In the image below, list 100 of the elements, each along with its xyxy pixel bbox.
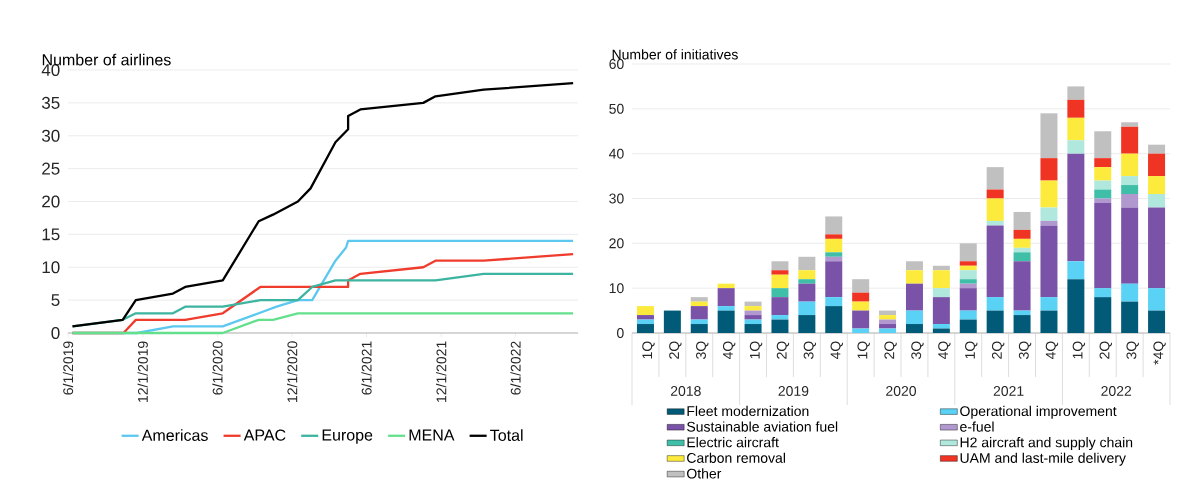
bar <box>1094 189 1112 199</box>
y-tick-label: 30 <box>41 129 60 142</box>
x-tick-label: 1Q <box>642 341 655 359</box>
y-tick-label: 0 <box>617 328 624 338</box>
y-tick-label: 5 <box>51 294 60 307</box>
bar <box>932 324 950 329</box>
x-tick-label: 3Q <box>1018 341 1032 359</box>
bar <box>959 279 977 284</box>
bar <box>1094 131 1112 159</box>
bar <box>959 261 977 266</box>
bar <box>932 270 950 289</box>
bar <box>905 283 923 311</box>
bar <box>1040 310 1058 333</box>
legend-label: Operational improvement <box>960 405 1117 419</box>
bar <box>798 270 816 280</box>
bar <box>1148 207 1166 289</box>
x-tick-label: 3Q <box>911 341 924 359</box>
x-tick-label: 4Q <box>938 341 951 360</box>
bar <box>1121 283 1139 302</box>
x-tick-label: 12/1/2019 <box>137 341 148 402</box>
bar <box>1067 86 1085 100</box>
bar <box>959 310 977 320</box>
bar <box>1040 207 1058 221</box>
bar <box>663 310 681 333</box>
x-tick-label: 1Q <box>857 341 870 359</box>
bar <box>905 324 923 333</box>
bar <box>1094 158 1112 168</box>
bar <box>1013 229 1031 239</box>
bar <box>744 324 762 333</box>
y-tick-label: 10 <box>609 283 624 294</box>
line-series <box>71 82 575 328</box>
bar <box>905 261 923 271</box>
legend-label: Sustainable aviation fuel <box>687 421 838 432</box>
bar <box>986 189 1004 199</box>
text: 2021 <box>993 386 1024 396</box>
legend-label: Carbon removal <box>687 452 785 463</box>
bar <box>1094 288 1112 298</box>
bar <box>771 297 789 316</box>
x-tick-label: 12/1/2020 <box>287 341 298 402</box>
bar <box>771 261 789 271</box>
bar <box>959 270 977 280</box>
bar <box>986 297 1004 311</box>
bar <box>690 306 708 320</box>
bar <box>771 315 789 320</box>
x-tick-label: 3Q <box>1126 341 1139 359</box>
bar <box>1121 301 1139 333</box>
y-tick-label: 20 <box>42 195 60 208</box>
legend-label: Total <box>490 429 523 441</box>
bar <box>1040 180 1058 208</box>
bar <box>986 167 1004 190</box>
legend-label: Americas <box>141 429 208 441</box>
y-tick-label: 40 <box>41 63 60 77</box>
bar <box>744 306 762 311</box>
legend-label: Other <box>687 468 722 479</box>
bar <box>825 238 843 253</box>
bar <box>717 306 735 311</box>
bar <box>852 292 870 302</box>
bar <box>1148 153 1166 177</box>
bar <box>825 216 843 235</box>
bar <box>1121 185 1139 195</box>
bar <box>1067 279 1085 333</box>
y-tick-label: 30 <box>609 193 624 204</box>
bar <box>959 288 977 311</box>
text: 2018 <box>670 386 701 396</box>
y-tick-label: 35 <box>41 96 60 109</box>
bar <box>852 279 870 293</box>
x-tick-label: 2Q <box>1099 341 1112 359</box>
bar <box>986 198 1004 221</box>
bar <box>1013 238 1031 248</box>
bar <box>1067 153 1085 262</box>
bar <box>1013 261 1031 311</box>
bar <box>1040 113 1058 159</box>
bar <box>1013 252 1031 262</box>
x-tick-label: *4Q <box>1153 341 1166 365</box>
bar <box>1040 297 1058 311</box>
bar <box>932 297 950 325</box>
bar <box>1067 99 1085 118</box>
x-tick-label: 4Q <box>722 341 736 360</box>
legend-label: Fleet modernization <box>687 405 809 417</box>
x-tick-label: 12/1/2021 <box>436 341 447 402</box>
y-tick-label: 60 <box>609 59 624 69</box>
bar <box>1067 117 1085 141</box>
bar <box>1148 288 1166 311</box>
bar <box>1121 153 1139 177</box>
bar <box>959 243 977 262</box>
x-tick-label: 2Q <box>776 341 790 359</box>
y-tick-label: 10 <box>42 261 60 274</box>
bar <box>744 315 762 320</box>
x-tick-label: 2Q <box>669 341 682 359</box>
bar <box>1094 297 1112 333</box>
bar <box>1094 167 1112 181</box>
bar <box>798 283 816 302</box>
bar <box>771 274 789 289</box>
bar <box>717 310 735 333</box>
legend-label: MENA <box>409 429 455 441</box>
bar <box>852 310 870 329</box>
bar <box>771 270 789 275</box>
legend-label: UAM and last-mile delivery <box>960 452 1126 466</box>
y-tick-label: 50 <box>609 103 624 114</box>
bar <box>825 234 843 239</box>
